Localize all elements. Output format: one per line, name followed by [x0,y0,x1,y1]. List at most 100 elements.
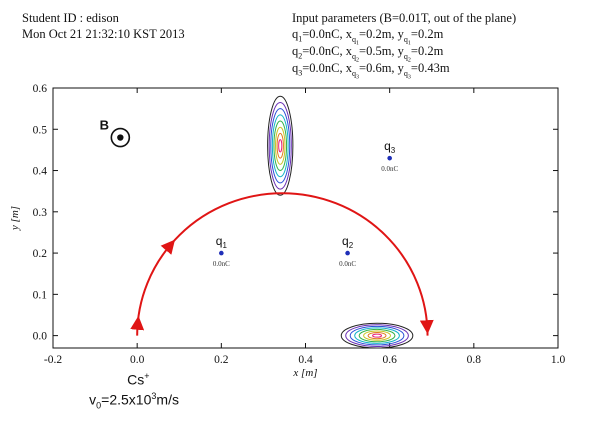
y-subscript: q1 [404,35,411,46]
charge-value: =0.0nC, x [302,27,353,41]
contour-ring [275,126,286,165]
charge-value: =0.0nC, x [302,44,353,59]
contour-ring [372,333,383,338]
charge-y: =0.43m [410,61,450,76]
y-sub-symbol: q [403,51,408,61]
charge-x: =0.2m, y [359,27,404,41]
charge-name: q1 [216,234,228,250]
x-subscript: q2 [352,51,359,63]
charge-point [387,155,392,161]
x-sub-symbol: q [352,68,357,78]
trajectory-arrow-end [419,319,434,335]
velocity-sub: 0 [96,400,102,411]
particle-name: Cs [127,371,145,388]
charge-parameter-lines: q1=0.0nC, xq1=0.2m, yq1=0.2m q2=0.0nC, xq… [292,26,516,81]
x-sub-index: 1 [356,40,360,47]
charge-value-label: 0.0nC [213,260,230,268]
charge-index: 3 [298,68,303,78]
contour-ring [354,327,400,344]
charge-x: =0.5m, y [359,44,404,59]
trajectory-arrow-mid [160,239,176,255]
charge-line-2: q2=0.0nC, xq2=0.5m, yq2=0.2m [292,43,516,64]
charge-name-symbol: q [384,139,391,153]
charge-value-label: 0.0nC [381,165,398,173]
charge-value-label: 0.0nC [339,260,356,268]
charge-name-symbol: q [342,234,349,248]
charge-name-index: 2 [349,241,354,250]
y-tick-label: 0.0 [33,331,48,343]
trajectory-arrow-start [130,315,145,331]
charge-name-index: 3 [391,146,396,155]
y-axis-label: y [m] [9,206,21,231]
x-tick-label: 0.4 [298,354,313,366]
student-id: Student ID : edison [22,11,119,25]
header-left: Student ID : edison Mon Oct 21 21:32:10 … [22,10,185,42]
contour-ring [340,322,414,349]
y-tick-label: 0.6 [33,83,48,95]
charge-symbol: q [292,27,299,41]
charge-point [219,250,224,256]
y-sub-index: 3 [407,74,411,81]
contour-groups [267,95,414,349]
charge-name-symbol: q [216,234,223,248]
x-tick-label: 0.8 [467,354,482,366]
b-field-label: B [100,118,109,133]
velocity-value: =2.5x10 [101,391,152,408]
b-field-dot [117,134,124,141]
charge-x: =0.6m, y [359,61,404,76]
contour-ring [270,108,291,184]
charge-point [345,250,350,256]
y-subscript: q2 [403,51,411,64]
contour-ring [271,114,289,178]
x-tick-label: 1.0 [551,354,566,366]
particle-label: Cs+ [127,371,149,388]
y-tick-label: 0.4 [33,166,48,178]
input-parameters: Input parameters (B=0.01T, out of the pl… [292,10,516,81]
velocity-unit: m/s [156,391,179,408]
charge-symbol: q [292,61,299,76]
velocity-prefix: v [89,391,97,408]
contour-ring [276,132,284,159]
x-sub-symbol: q [352,51,357,61]
contour-ring [267,95,294,196]
charge-y: =0.2m [410,27,444,41]
charge-value: =0.0nC, x [302,61,353,76]
x-tick-label: 0.6 [382,354,397,366]
contour-ring [349,325,405,346]
x-tick-label: -0.2 [44,354,62,366]
b-field-marker: B [100,118,131,148]
charge-line-1: q1=0.0nC, xq1=0.2m, yq1=0.2m [292,26,516,47]
y-tick-label: 0.1 [33,289,48,301]
charge-name-index: 1 [222,241,227,250]
y-tick-label: 0.2 [33,248,48,260]
charge-line-3: q3=0.0nC, xq3=0.6m, yq3=0.43m [292,60,516,81]
contour-ring [278,139,283,153]
x-axis-label: x [m] [292,367,317,379]
trajectory-group [130,192,434,336]
x-sub-symbol: q [352,34,357,44]
x-subscript: q1 [352,34,360,47]
timestamp: Mon Oct 21 21:32:10 KST 2013 [22,27,185,41]
particle-charge: + [144,371,150,381]
x-sub-index: 3 [356,74,360,81]
contour-ring [367,332,387,340]
velocity-label: v0=2.5x103m/s [89,391,179,410]
charge-name: q2 [342,234,354,250]
contour-ring [268,101,292,190]
y-subscript: q3 [403,68,411,81]
charge-index: 2 [298,51,303,61]
contour-ring [363,330,391,341]
b-field-circle [110,127,131,148]
x-tick-label: 0.2 [214,354,229,366]
y-sub-index: 2 [407,57,411,64]
x-subscript: q3 [352,68,360,81]
contour-ring [273,120,288,172]
y-sub-symbol: q [403,68,408,78]
axis-ticks: -0.2 0.0 0.2 0.4 0.6 0.8 1.0 0.0 0.1 0.2 0.3 0.4 0.5… [33,83,566,366]
plot-frame [52,87,559,349]
charge-index: 1 [298,34,303,44]
charge-name: q3 [384,139,396,155]
charge-y: =0.2m [410,44,444,59]
